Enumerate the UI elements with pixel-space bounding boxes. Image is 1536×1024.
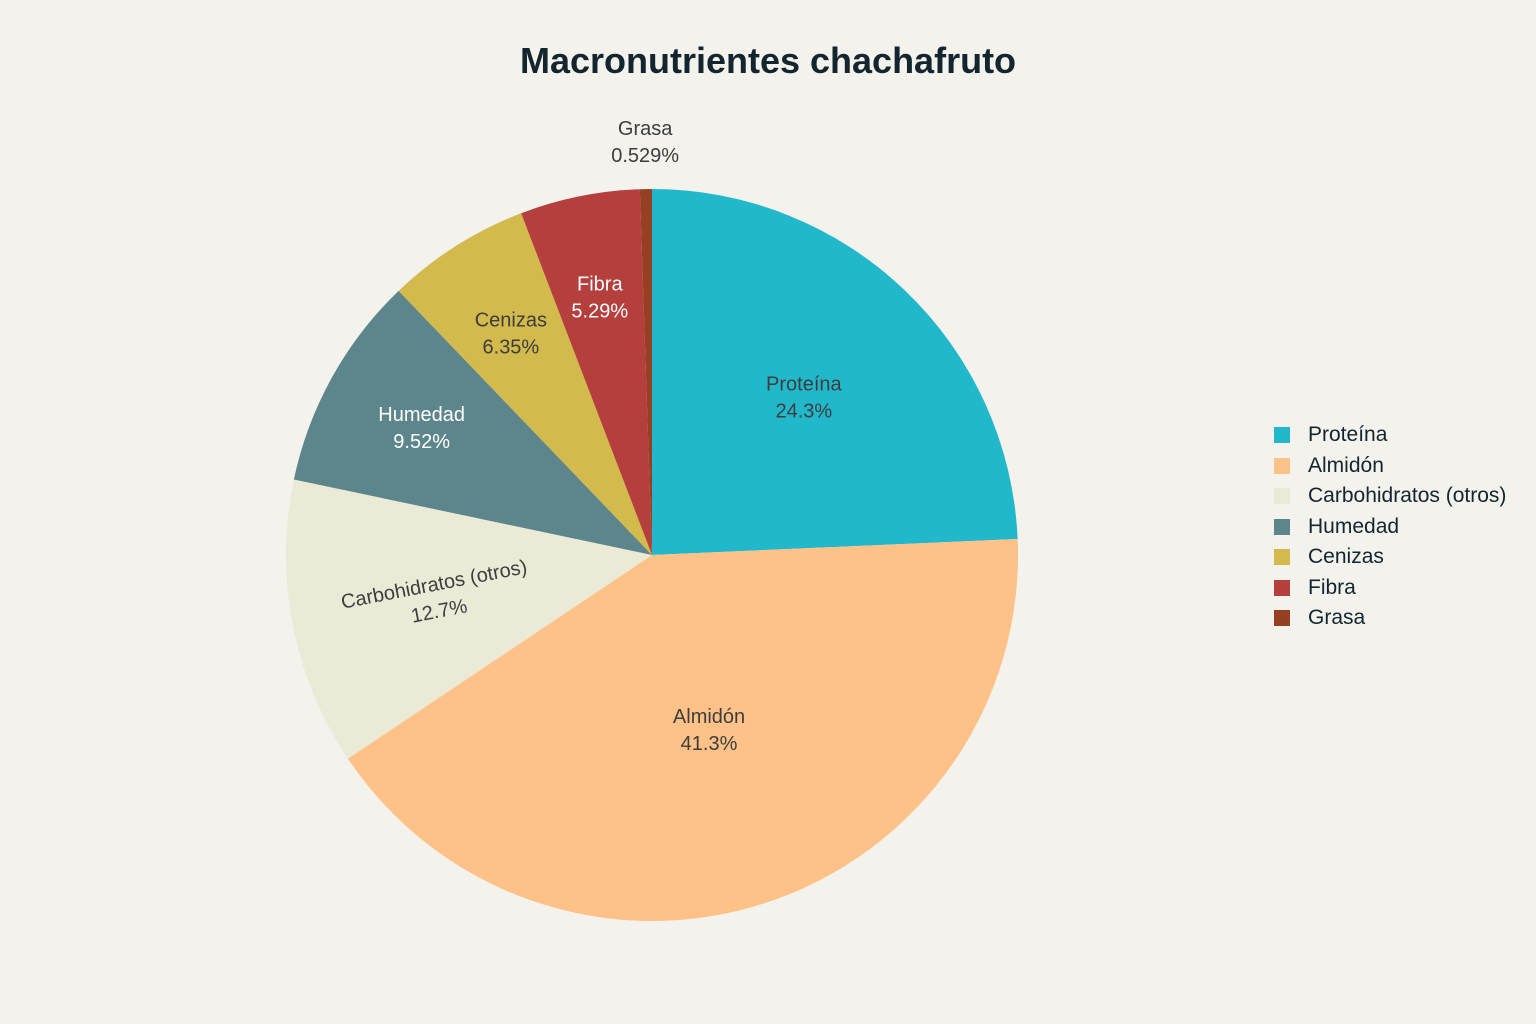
legend-swatch [1274,518,1290,535]
slice-label-humedad: Humedad 9.52% [378,404,465,453]
legend-item[interactable]: Fibra [1274,573,1534,604]
legend-label: Almidón [1308,453,1384,477]
pie-slice-almidon [347,538,1019,921]
slice-label-value: 9.52% [393,431,450,453]
legend-swatch [1274,457,1290,474]
legend: Proteína Almidón Carbohidratos (otros) Hume… [1274,420,1534,634]
legend-swatch [1274,427,1290,444]
pie-slice-cenizas [398,213,652,555]
slice-label-cenizas: Cenizas 6.35% [475,309,547,358]
legend-label: Proteína [1308,423,1388,447]
slice-label-name: Cenizas [475,309,547,331]
legend-item[interactable]: Proteína [1274,420,1534,451]
legend-swatch [1274,579,1290,596]
slice-label-value: 6.35% [483,336,540,358]
legend-label: Carbohidratos (otros) [1308,484,1507,508]
slice-label-name: Fibra [577,274,623,296]
slice-label-almidon: Almidón 41.3% [673,706,745,755]
legend-item[interactable]: Almidón [1274,451,1534,482]
slice-label-name: Humedad [378,404,465,426]
slice-label-value: 5.29% [571,301,628,323]
slice-label-name: Proteína [766,373,842,395]
slice-label-value: 0.529% [611,145,679,167]
chart-title: Macronutrientes chachafruto [519,40,1017,81]
slice-label-value: 41.3% [681,733,738,755]
legend-item[interactable]: Grasa [1274,603,1534,634]
slice-label-grasa: Grasa 0.529% [611,118,679,167]
pie-slice-humedad [293,290,652,555]
legend-swatch [1274,610,1290,627]
legend-label: Fibra [1308,575,1356,599]
legend-label: Humedad [1308,514,1400,538]
pie-slice-carbohidratos-otros [286,479,652,759]
legend-item[interactable]: Cenizas [1274,542,1534,573]
legend-label: Grasa [1308,606,1366,630]
legend-label: Cenizas [1308,545,1384,569]
pie-slice-fibra [521,189,652,555]
slice-label-name: Almidón [673,706,745,728]
slice-label-fibra: Fibra 5.29% [571,274,628,323]
legend-item[interactable]: Carbohidratos (otros) [1274,481,1534,512]
legend-swatch [1274,488,1290,505]
slice-label-value: 24.3% [775,400,832,422]
slice-label-proteina: Proteína 24.3% [766,373,842,422]
legend-item[interactable]: Humedad [1274,512,1534,543]
pie-slice-proteina [652,189,1018,555]
slice-label-name: Grasa [618,118,673,140]
legend-swatch [1274,549,1290,566]
pie-slice-grasa [639,189,652,555]
